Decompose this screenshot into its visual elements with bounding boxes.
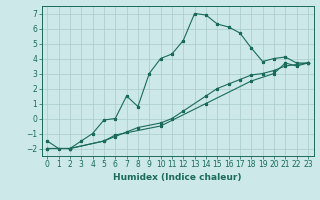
X-axis label: Humidex (Indice chaleur): Humidex (Indice chaleur) xyxy=(113,173,242,182)
